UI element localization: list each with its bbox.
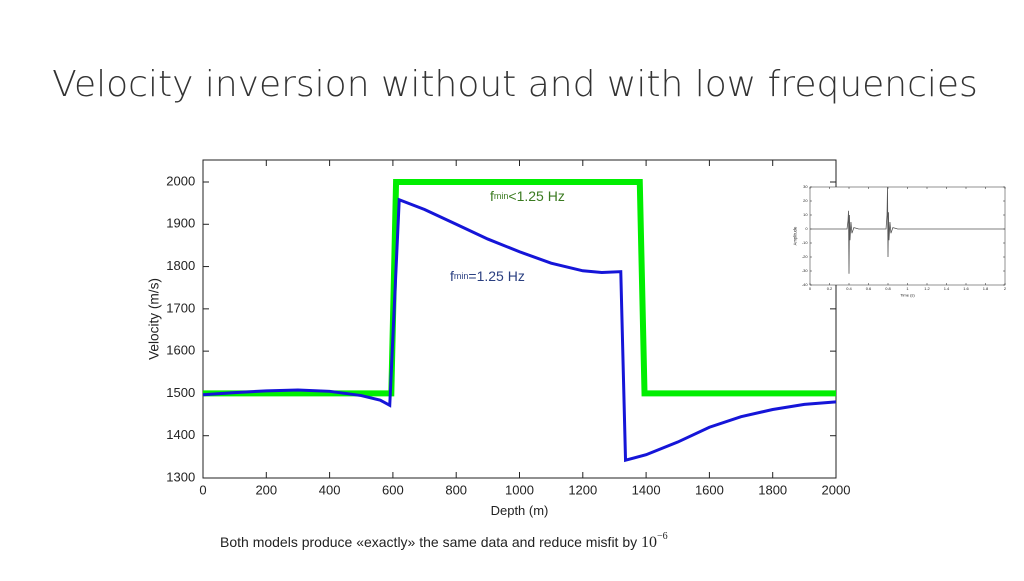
y-tick-label: 10 — [803, 212, 808, 217]
x-tick-label: 1200 — [568, 482, 597, 497]
caption-text: Both models produce «exactly» the same d… — [220, 534, 641, 550]
x-tick-label: 1600 — [695, 482, 724, 497]
y-tick-label: 2000 — [166, 173, 195, 188]
y-axis-label: Velocity (m/s) — [147, 278, 162, 360]
x-tick-label: 1 — [906, 286, 909, 291]
x-tick-label: 0.6 — [866, 286, 872, 291]
y-tick-label: 1300 — [166, 469, 195, 484]
caption-base: 10 — [641, 534, 657, 551]
x-tick-label: 1800 — [758, 482, 787, 497]
x-tick-label: 1.2 — [924, 286, 930, 291]
series-label: fmin<1.25 Hz — [490, 188, 565, 204]
series-label-part: min — [494, 191, 509, 201]
caption-exponent: −6 — [657, 531, 668, 542]
slide-title: Velocity inversion without and with low … — [52, 64, 978, 105]
series-label: fmin=1.25 Hz — [450, 268, 525, 284]
y-tick-label: 1700 — [166, 300, 195, 315]
x-axis-label: Time (s) — [900, 292, 915, 297]
x-tick-label: 0.8 — [885, 286, 891, 291]
y-axis-label: Amplitude — [792, 226, 797, 245]
x-tick-label: 0 — [199, 482, 206, 497]
x-tick-label: 1.6 — [963, 286, 969, 291]
series-label-part: f — [490, 188, 494, 204]
plot-frame — [202, 159, 837, 479]
y-tick-label: -20 — [802, 254, 809, 259]
x-tick-label: 0.4 — [846, 286, 852, 291]
x-tick-label: 0.2 — [827, 286, 833, 291]
x-tick-label: 1400 — [632, 482, 661, 497]
x-axis-label: Depth (m) — [491, 503, 549, 518]
y-tick-label: -10 — [802, 240, 809, 245]
series-label-part: min — [454, 271, 469, 281]
y-tick-label: 20 — [803, 198, 808, 203]
series-line — [202, 197, 837, 463]
series-label-part: <1.25 Hz — [508, 188, 564, 204]
y-tick-label: -30 — [802, 268, 809, 273]
plot-frame — [809, 186, 1006, 286]
caption: Both models produce «exactly» the same d… — [220, 531, 668, 550]
series-line — [203, 178, 836, 397]
y-tick-label: 1400 — [166, 427, 195, 442]
y-tick-label: 0 — [805, 226, 808, 231]
x-tick-label: 2 — [1004, 286, 1007, 291]
x-tick-label: 600 — [382, 482, 404, 497]
x-tick-label: 1.8 — [983, 286, 989, 291]
series-label-part: f — [450, 268, 454, 284]
x-tick-label: 0 — [809, 286, 812, 291]
y-tick-label: 30 — [803, 184, 808, 189]
x-tick-label: 800 — [445, 482, 467, 497]
x-tick-label: 2000 — [822, 482, 851, 497]
series-line — [810, 186, 1005, 274]
series-label-part: =1.25 Hz — [468, 268, 524, 284]
x-tick-label: 200 — [255, 482, 277, 497]
x-tick-label: 1.4 — [944, 286, 950, 291]
y-tick-label: 1900 — [166, 216, 195, 231]
y-tick-label: 1600 — [166, 343, 195, 358]
y-tick-label: 1800 — [166, 258, 195, 273]
y-tick-label: 1500 — [166, 385, 195, 400]
x-tick-label: 400 — [319, 482, 341, 497]
x-tick-label: 1000 — [505, 482, 534, 497]
y-tick-label: -40 — [802, 282, 809, 287]
